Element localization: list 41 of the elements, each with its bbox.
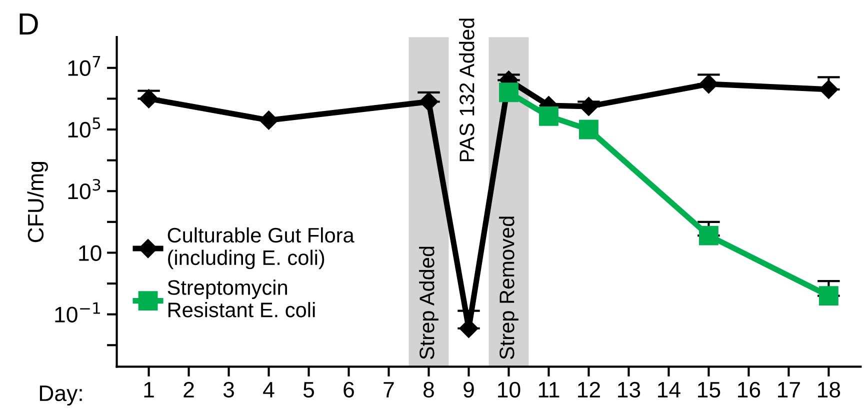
x-tick-label: 11 [538, 382, 560, 398]
y-tick-label: 10$^{7}$ [68, 56, 100, 76]
point [419, 92, 438, 112]
point [499, 82, 518, 102]
x-tick-label: 13 [618, 382, 640, 398]
legend-label: Culturable Gut Flora (including E. coli) [168, 227, 354, 270]
x-tick-label: 7 [384, 382, 394, 398]
x-tick-label: 12 [578, 382, 600, 398]
x-tick-label: 4 [263, 382, 274, 398]
point [538, 106, 558, 126]
point [578, 120, 598, 140]
y-tick-label: 10$^{5}$ [68, 118, 100, 138]
annotation: PAS 132 Added [459, 18, 474, 162]
x-tick-label: 10 [498, 382, 520, 398]
point [698, 226, 718, 246]
y-tick-label: 10 [79, 245, 102, 261]
x-tick-label: 3 [223, 382, 234, 398]
text: D [20, 13, 38, 35]
legend-label: Streptomycin Resistant E. coli [168, 280, 315, 318]
x-tick-label: 8 [424, 382, 434, 398]
x-tick-label: 15 [698, 382, 720, 398]
x-tick-label: 2 [184, 382, 194, 398]
point [259, 110, 278, 130]
band-label: Strep Removed [499, 216, 518, 360]
y-tick-label: 10$^{−1}$ [55, 302, 100, 322]
band-label: Strep Added [419, 246, 438, 360]
x-axis-title: Day: [40, 386, 82, 406]
x-tick-label: 6 [344, 382, 354, 398]
x-tick-label: 16 [738, 382, 760, 398]
x-tick-label: 14 [658, 382, 680, 398]
y-tick-label: 10$^{3}$ [68, 178, 100, 200]
y-axis-title: CFU/mg [27, 162, 48, 242]
x-tick-label: 5 [303, 382, 314, 398]
point [818, 286, 838, 306]
x-tick-label: 18 [818, 382, 840, 398]
x-tick-label: 17 [778, 382, 800, 398]
point [139, 89, 158, 108]
point [699, 74, 718, 94]
x-tick-label: 9 [464, 382, 474, 398]
point [819, 80, 838, 99]
x-tick-label: 1 [144, 382, 154, 398]
